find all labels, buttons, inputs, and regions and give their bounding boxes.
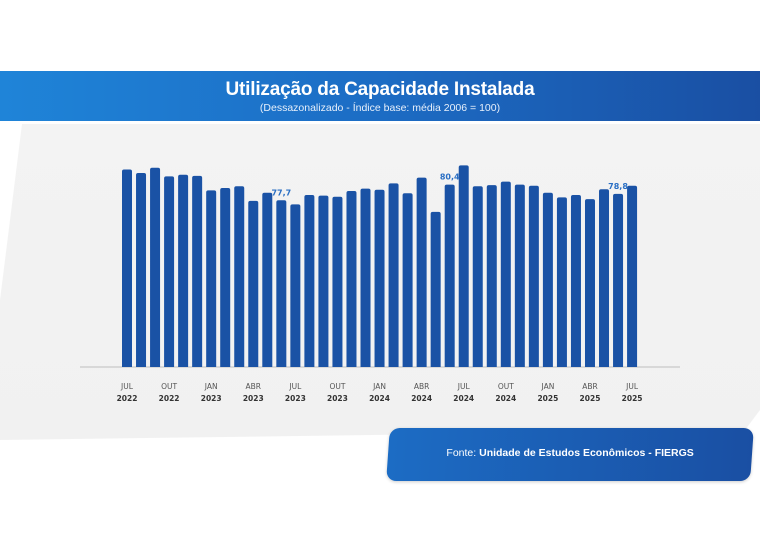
bar-fev-2025 [556,197,567,367]
x-tick-month: OUT [329,382,345,391]
x-tick-month: JAN [372,382,386,391]
bar-jul-2023 [290,204,301,367]
data-label: 78,8 [608,182,628,191]
bar-jan-2024 [374,189,385,367]
x-tick-year: 2025 [537,394,558,403]
x-tick-year: 2023 [327,394,348,403]
bar-jun-2024 [444,184,455,367]
x-tick-year: 2023 [243,394,264,403]
x-tick-year: 2023 [201,394,222,403]
x-tick-month: ABR [414,382,430,391]
bar-mai-2025 [599,189,610,367]
x-tick-month: JUL [625,382,639,391]
data-label: 77,7 [271,188,291,197]
bar-jul-2025 [627,185,638,367]
data-labels-group: 77,7 80,4 78,8 [271,173,628,198]
bar-abr-2023 [248,200,259,367]
bar-jan-2023 [206,190,217,367]
bar-dez-2024 [528,185,539,367]
bar-jun-2023 [276,200,287,367]
bar-mar-2025 [570,195,581,367]
x-tick-year: 2024 [453,394,474,403]
bar-mar-2023 [234,186,245,367]
x-tick-month: ABR [582,382,598,391]
x-tick-month: JAN [204,382,218,391]
x-tick-month: OUT [161,382,177,391]
source-box: Fonte: Unidade de Estudos Econômicos - F… [386,428,754,481]
source-text: Fonte: Unidade de Estudos Econômicos - F… [388,447,752,459]
source-prefix: Fonte: [446,447,477,459]
source-name: Unidade de Estudos Econômicos - FIERGS [479,447,694,459]
bar-ago-2024 [472,186,483,367]
bar-out-2023 [332,196,343,367]
bar-jan-2025 [542,192,553,367]
bar-mar-2024 [402,193,413,367]
x-tick-year: 2024 [369,394,390,403]
bar-dez-2023 [360,188,371,367]
x-tick-year: 2024 [411,394,432,403]
x-tick-year: 2023 [285,394,306,403]
x-tick-month: ABR [246,382,262,391]
x-tick-year: 2025 [622,394,643,403]
bar-fev-2023 [220,188,231,367]
x-tick-year: 2025 [580,394,601,403]
bar-set-2023 [318,195,329,367]
bar-abr-2024 [416,177,427,367]
bar-jul-2022 [122,169,132,367]
x-tick-month: JUL [288,382,302,391]
x-tick-year: 2024 [495,394,516,403]
chart-panel: 77,7 80,4 78,8 JUL 2022 OUT 2022 JAN 2023 ABR 202… [0,124,760,440]
bar-jun-2025 [613,193,624,367]
bar-dez-2022 [192,175,203,367]
bar-ago-2023 [304,195,315,367]
bar-fev-2024 [388,183,399,367]
bar-abr-2025 [584,199,595,367]
bar-nov-2022 [178,174,189,367]
x-tick-month: JUL [120,382,134,391]
bar-jul-2024 [458,165,469,367]
x-tick-month: JAN [540,382,554,391]
bar-set-2022 [150,167,161,367]
x-tick-year: 2022 [159,394,180,403]
bar-mai-2023 [262,192,273,367]
bar-nov-2023 [346,190,357,367]
x-axis-ticks: JUL 2022 OUT 2022 JAN 2023 ABR 2023 JUL 2023 OUT 20… [117,382,643,403]
data-label: 80,4 [440,173,460,182]
chart-subtitle: (Dessazonalizado - Índice base: média 20… [259,102,501,114]
bar-nov-2024 [514,184,525,367]
x-tick-year: 2022 [117,394,138,403]
chart-title: Utilização da Capacidade Instalada [225,79,535,100]
x-tick-month: JUL [457,382,471,391]
bar-out-2024 [500,181,511,367]
chart-header: Utilização da Capacidade Instalada (Dess… [0,71,760,121]
bar-out-2022 [164,176,175,367]
bars-group [122,165,638,367]
bar-set-2024 [486,185,497,367]
x-tick-month: OUT [498,382,514,391]
bar-mai-2024 [430,211,441,367]
bar-ago-2022 [136,172,147,367]
